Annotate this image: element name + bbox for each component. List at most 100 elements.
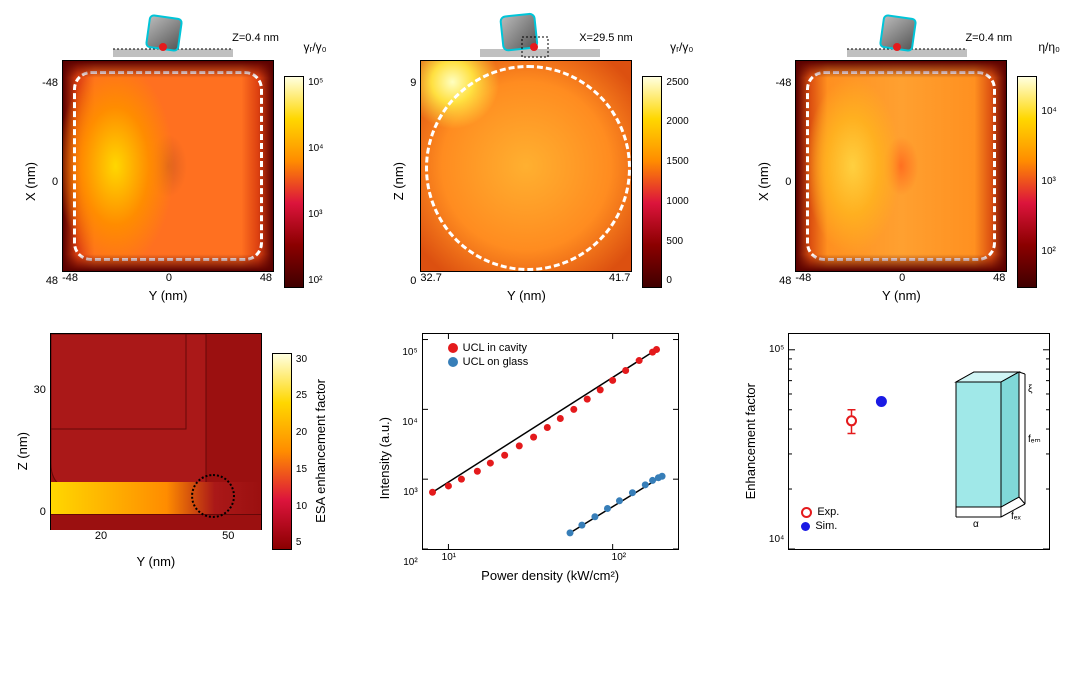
tick: 5 <box>296 537 307 548</box>
panel-b: X=29.5 nm γᵣ/γ₀ Z (nm) 9 0 32.7 41.7 Y (… <box>377 10 704 303</box>
tick: 2000 <box>666 116 688 127</box>
legend-item: UCL in cavity <box>448 342 529 354</box>
tick: 48 <box>993 272 1005 284</box>
panel-b-colorbar <box>642 76 662 288</box>
tick: 25 <box>296 390 307 401</box>
panel-a-colorbar <box>284 76 304 288</box>
panel-e-legend: UCL in cavity UCL on glass <box>448 342 529 370</box>
panel-b-xlabel: Y (nm) <box>420 288 632 303</box>
dashed-outline <box>806 71 996 261</box>
panel-c-cb-title: η/η₀ <box>1038 40 1060 54</box>
legend-label: UCL on glass <box>463 356 529 368</box>
legend-marker-icon <box>801 507 812 518</box>
tick: 10³ <box>1041 176 1056 187</box>
tick: 41.7 <box>609 272 630 284</box>
tick: 10⁵ <box>308 77 323 88</box>
panel-c-colorbar <box>1017 76 1037 288</box>
dashed-outline <box>73 71 263 261</box>
panel-d-yticks: 30 0 <box>34 354 46 549</box>
panel-c: Z=0.4 nm η/η₀ X (nm) -48 0 48 -48 0 48 Y… <box>743 10 1070 303</box>
hot-gap <box>51 482 261 514</box>
tick: 10⁴ <box>1041 106 1056 117</box>
panel-e-plot: UCL in cavity UCL on glass <box>422 333 679 550</box>
panel-e-xlabel: Power density (kW/cm²) <box>422 568 679 583</box>
panel-b-yticks: 9 0 <box>410 77 416 287</box>
panel-d-heatmap <box>50 333 262 530</box>
tick: 10² <box>612 552 626 563</box>
tick: -48 <box>42 77 58 89</box>
tick: 1500 <box>666 156 688 167</box>
svg-text:fₑₘ: fₑₘ <box>1028 434 1041 445</box>
panel-c-icon: Z=0.4 nm η/η₀ <box>743 10 1070 60</box>
panel-f-yticks: 10⁵ 10⁴ <box>762 334 788 549</box>
panel-d-xlabel: Y (nm) <box>50 554 262 569</box>
panel-d: Z (nm) 30 0 20 <box>10 333 337 583</box>
panel-d-cb-ticks: 30 25 20 15 10 5 <box>296 354 307 549</box>
tick: 0 <box>42 176 58 188</box>
figure-grid: Z=0.4 nm γᵣ/γ₀ X (nm) -48 0 48 -48 0 48 … <box>10 10 1070 583</box>
panel-a-ylabel: X (nm) <box>23 162 38 201</box>
tick: 10⁵ <box>402 347 417 358</box>
tick: 10² <box>403 557 417 568</box>
panel-c-ylabel: X (nm) <box>756 162 771 201</box>
panel-a-yticks: -48 0 48 <box>42 77 58 287</box>
panel-f-legend: Exp. Sim. <box>801 506 839 534</box>
tick: 10² <box>308 275 323 286</box>
svg-text:ξ: ξ <box>1028 384 1033 395</box>
dashed-circle <box>425 65 631 271</box>
legend-marker-icon <box>448 343 458 353</box>
tick: 20 <box>95 530 107 542</box>
panel-b-cb-title: γᵣ/γ₀ <box>670 40 693 54</box>
tick: 50 <box>222 530 234 542</box>
panel-c-yticks: -48 0 48 <box>775 77 791 287</box>
legend-label: Exp. <box>817 506 839 518</box>
tick: 10⁴ <box>402 417 417 428</box>
tick: 500 <box>666 236 688 247</box>
panel-a-heatmap <box>62 60 274 272</box>
panel-b-xticks: 32.7 41.7 <box>420 272 630 284</box>
panel-e-ylabel: Intensity (a.u.) <box>377 417 392 499</box>
panel-a: Z=0.4 nm γᵣ/γ₀ X (nm) -48 0 48 -48 0 48 … <box>10 10 337 303</box>
panel-d-ylabel: Z (nm) <box>15 432 30 470</box>
panel-b-icon-label: X=29.5 nm <box>579 32 633 44</box>
tick: 2500 <box>666 77 688 88</box>
svg-text:α: α <box>973 519 979 527</box>
panel-f: Enhancement factor 10⁵ 10⁴ Exp. Sim. <box>743 333 1070 583</box>
tick: 9 <box>410 77 416 89</box>
tick: 0 <box>666 275 688 286</box>
panel-e: Intensity (a.u.) 10⁵ 10⁴ 10³ 10² UCL in … <box>377 333 704 583</box>
panel-d-colorbar <box>272 353 292 550</box>
tick: 0 <box>899 272 905 284</box>
panel-d-cb-title: ESA enhancement factor <box>313 379 328 523</box>
panel-a-xticks: -48 0 48 <box>62 272 272 284</box>
panel-c-xlabel: Y (nm) <box>795 288 1007 303</box>
tick: -48 <box>795 272 811 284</box>
tick: 1000 <box>666 196 688 207</box>
tick: 30 <box>34 384 46 396</box>
panel-a-icon: Z=0.4 nm γᵣ/γ₀ <box>10 10 337 60</box>
legend-label: Sim. <box>815 520 837 532</box>
svg-text:fₑₓ: fₑₓ <box>1011 511 1021 522</box>
panel-b-ylabel: Z (nm) <box>391 162 406 200</box>
panel-f-plot: Exp. Sim. <box>788 333 1050 550</box>
panel-c-cb-ticks: 10⁴ 10³ 10² <box>1041 77 1056 287</box>
tick: 20 <box>296 427 307 438</box>
legend-item: Sim. <box>801 520 839 532</box>
mirror-layer <box>51 514 261 530</box>
panel-e-yticks: 10⁵ 10⁴ 10³ 10² <box>396 351 422 566</box>
tick: -48 <box>775 77 791 89</box>
tick: 15 <box>296 464 307 475</box>
panel-c-heatmap <box>795 60 1007 272</box>
tick: 10⁴ <box>308 143 323 154</box>
panel-b-cb-ticks: 2500 2000 1500 1000 500 0 <box>666 77 688 287</box>
tick: 10¹ <box>442 552 456 563</box>
inset-3d-box: α fₑₓ fₑₘ ξ <box>931 352 1041 527</box>
tick: 30 <box>296 354 307 365</box>
panel-b-heatmap <box>420 60 632 272</box>
panel-c-icon-label: Z=0.4 nm <box>965 32 1012 44</box>
tick: 10 <box>296 501 307 512</box>
panel-a-cb-title: γᵣ/γ₀ <box>303 40 326 54</box>
panel-a-xlabel: Y (nm) <box>62 288 274 303</box>
panel-d-xticks: 20 50 <box>50 530 260 542</box>
tick: 0 <box>410 275 416 287</box>
